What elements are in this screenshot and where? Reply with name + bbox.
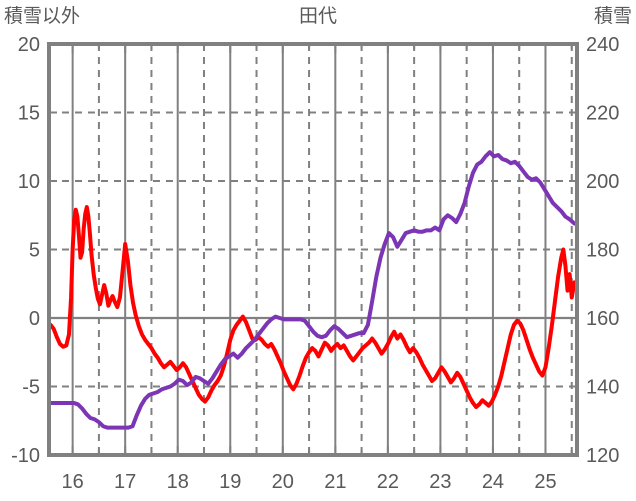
y-tick-label-left: 0 bbox=[29, 308, 40, 330]
left-axis-title: 積雪以外 bbox=[4, 5, 80, 27]
data-series-group bbox=[48, 150, 577, 430]
y-tick-label-left: -5 bbox=[22, 377, 40, 399]
y-tick-label-left: 15 bbox=[18, 103, 40, 125]
x-tick-label: 19 bbox=[219, 471, 241, 493]
series-line-snow-excluded bbox=[48, 205, 577, 410]
y-tick-label-right: 200 bbox=[586, 171, 619, 193]
x-tick-label: 24 bbox=[482, 471, 504, 493]
y-tick-label-right: 140 bbox=[586, 377, 619, 399]
x-tick-label: 22 bbox=[377, 471, 399, 493]
plot-frame bbox=[47, 42, 579, 457]
y-tick-label-right: 240 bbox=[586, 34, 619, 56]
right-axis-tick-labels: 240 220 200 180 160 140 120 bbox=[586, 34, 619, 467]
chart-title: 田代 bbox=[299, 5, 337, 27]
x-tick-label: 21 bbox=[324, 471, 346, 493]
series-line-snow bbox=[48, 150, 577, 430]
gridlines bbox=[49, 44, 577, 455]
y-tick-label-right: 120 bbox=[586, 445, 619, 467]
x-tick-label: 23 bbox=[429, 471, 451, 493]
y-tick-label-right: 160 bbox=[586, 308, 619, 330]
x-tick-label: 25 bbox=[534, 471, 556, 493]
y-tick-label-left: 5 bbox=[29, 240, 40, 262]
x-axis-tick-labels: 16 17 18 19 20 21 22 23 24 25 bbox=[62, 471, 557, 493]
y-tick-label-right: 220 bbox=[586, 103, 619, 125]
right-axis-title: 積雪 bbox=[594, 5, 632, 27]
x-tick-label: 20 bbox=[272, 471, 294, 493]
y-tick-label-left: 20 bbox=[18, 34, 40, 56]
y-tick-label-left: 10 bbox=[18, 171, 40, 193]
x-tick-label: 18 bbox=[167, 471, 189, 493]
y-tick-label-left: -10 bbox=[11, 445, 40, 467]
y-tick-label-right: 180 bbox=[586, 240, 619, 262]
x-tick-label: 16 bbox=[62, 471, 84, 493]
x-tick-label: 17 bbox=[114, 471, 136, 493]
left-axis-tick-labels: 20 15 10 5 0 -5 -10 bbox=[11, 34, 40, 467]
